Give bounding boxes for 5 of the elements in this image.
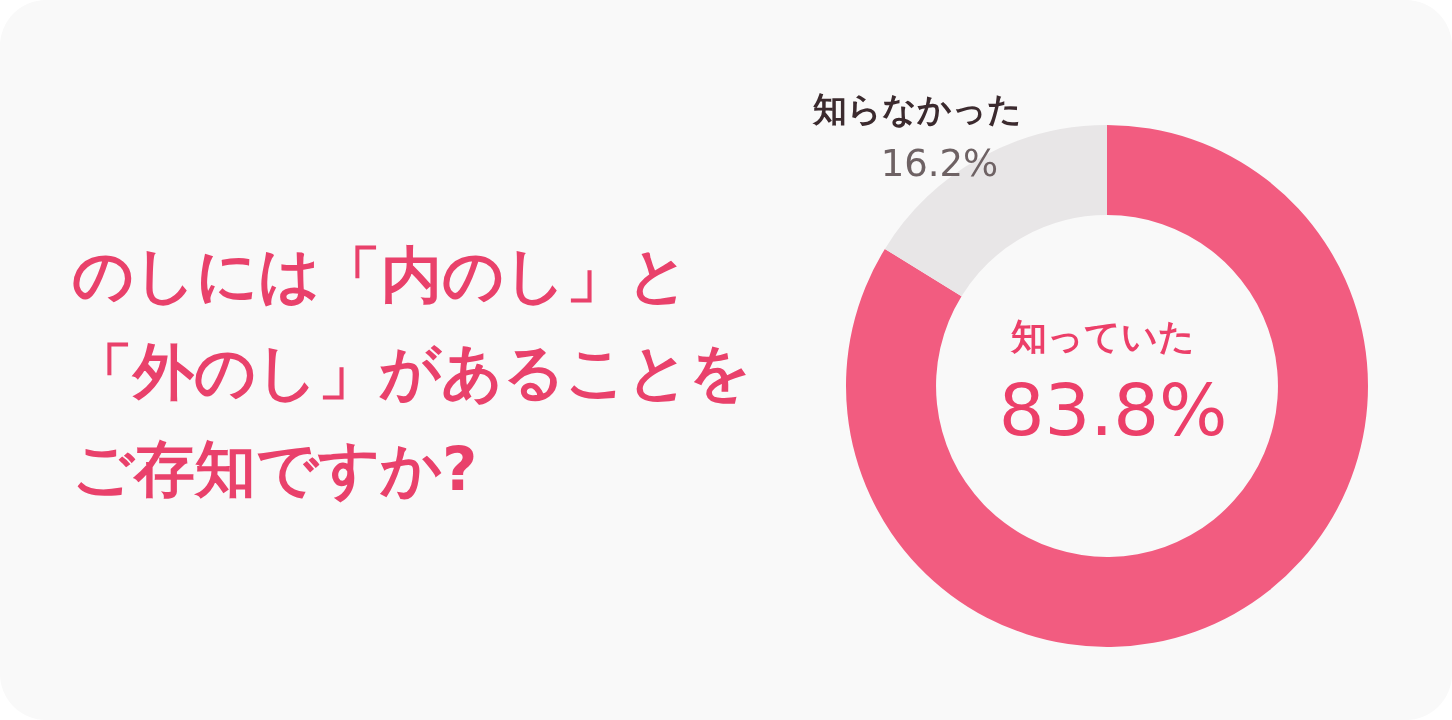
data-label: 16.2% — [880, 142, 999, 186]
slice-label: 知っていた — [1010, 316, 1195, 358]
text: のしには「内のし」と「外のし」があることをご存知ですか? — [72, 238, 752, 506]
data-label: 83.8% — [998, 367, 1228, 452]
slice-label: 知らなかった — [811, 89, 1022, 130]
